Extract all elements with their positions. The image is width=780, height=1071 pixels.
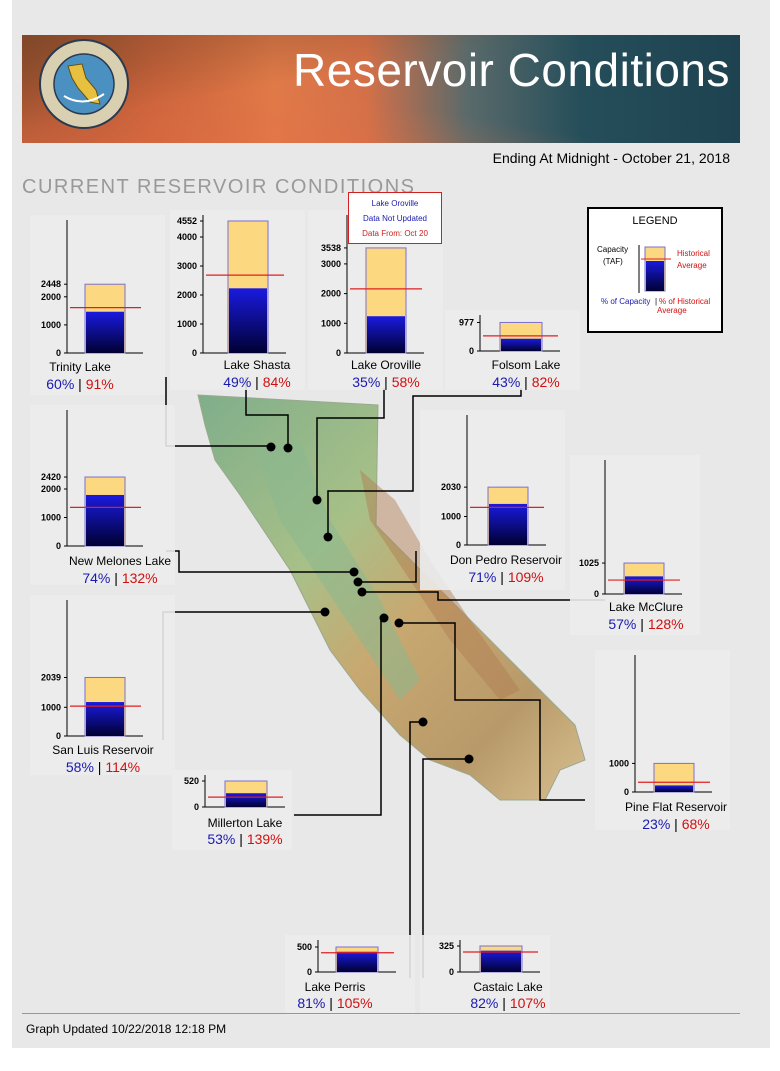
trinity-lake-pct-historical: 91% — [85, 376, 114, 392]
legend-sample-bar — [638, 245, 671, 293]
san-luis-reservoir-name-label: San Luis Reservoir — [52, 743, 154, 757]
san-luis-reservoir-pct-historical: 114% — [105, 759, 141, 775]
lake-mcclure-percent-labels: 57% | 128% — [576, 616, 716, 632]
section-title: CURRENT RESERVOIR CONDITIONS — [22, 176, 416, 198]
folsom-lake-name-label: Folsom Lake — [491, 358, 561, 372]
trinity-lake-name-label: Trinity Lake — [49, 360, 111, 374]
lake-mcclure-pct-capacity: 57% — [608, 616, 637, 632]
new-melones-lake-pct-capacity: 74% — [82, 570, 111, 586]
legend-pct-capacity-label: % of Capacity — [601, 297, 651, 306]
page-title: Reservoir Conditions — [293, 44, 730, 96]
legend-pct-hist-label: % of Historical — [659, 297, 711, 306]
oroville-data-note: Lake Oroville Data Not Updated Data From… — [348, 192, 442, 244]
legend-capacity-label: Capacity — [597, 245, 629, 254]
lake-oroville-percent-labels: 35% | 58% — [316, 374, 456, 390]
lake-mcclure-pct-historical: 128% — [647, 616, 684, 632]
san-luis-reservoir-percent-labels: 58% | 114% — [33, 759, 173, 775]
lake-shasta-pct-capacity: 49% — [223, 374, 252, 390]
lake-shasta-name-label: Lake Shasta — [223, 358, 291, 372]
reservoir-markers — [266, 442, 474, 764]
california-shape — [197, 394, 586, 801]
dwr-seal-logo — [39, 39, 129, 129]
note-line-2: Data Not Updated — [362, 214, 428, 223]
san-luis-reservoir-pct-separator: | — [93, 759, 106, 775]
folsom-lake-percent-labels: 43% | 82% — [456, 374, 596, 390]
legend-title: LEGEND — [632, 215, 678, 227]
lake-perris-pct-capacity: 81% — [297, 995, 326, 1011]
millerton-lake-percent-labels: 53% | 139% — [175, 831, 315, 847]
footer-divider — [22, 1013, 740, 1014]
new-melones-lake-percent-labels: 74% | 132% — [50, 570, 190, 586]
pine-flat-reservoir-percent-labels: 23% | 68% — [606, 816, 746, 832]
legend-historical-label: Historical — [677, 249, 710, 258]
don-pedro-reservoir-pct-capacity: 71% — [468, 569, 497, 585]
banner-landscape — [22, 35, 740, 143]
lake-shasta-pct-separator: | — [251, 374, 263, 390]
new-melones-lake-name-label: New Melones Lake — [68, 554, 172, 568]
folsom-lake-pct-separator: | — [520, 374, 532, 390]
new-melones-lake-pct-historical: 132% — [121, 570, 158, 586]
legend-average-label: Average — [677, 261, 707, 270]
lake-shasta-pct-historical: 84% — [262, 374, 291, 390]
castaic-lake-pct-capacity: 82% — [470, 995, 499, 1011]
castaic-lake-pct-historical: 107% — [509, 995, 546, 1011]
folsom-lake-pct-capacity: 43% — [492, 374, 521, 390]
legend: LEGEND Capacity (TAF) Historical Average… — [587, 207, 723, 333]
legend-separator: | — [655, 297, 658, 306]
date-line: Ending At Midnight - October 21, 2018 — [492, 150, 730, 166]
lake-oroville-pct-capacity: 35% — [352, 374, 381, 390]
lake-mcclure-pct-separator: | — [636, 616, 648, 632]
trinity-lake-pct-separator: | — [74, 376, 86, 392]
lake-perris-pct-separator: | — [325, 995, 337, 1011]
lake-perris-name-label: Lake Perris — [304, 980, 366, 994]
lake-mcclure-name-label: Lake McClure — [608, 600, 684, 614]
pine-flat-reservoir-pct-historical: 68% — [681, 816, 710, 832]
castaic-lake-percent-labels: 82% | 107% — [438, 995, 578, 1011]
folsom-lake-pct-historical: 82% — [531, 374, 560, 390]
don-pedro-reservoir-pct-historical: 109% — [507, 569, 544, 585]
lake-shasta-percent-labels: 49% | 84% — [187, 374, 327, 390]
don-pedro-reservoir-percent-labels: 71% | 109% — [436, 569, 576, 585]
pine-flat-reservoir-pct-separator: | — [670, 816, 682, 832]
legend-pct-hist-label2: Average — [657, 306, 687, 315]
pine-flat-reservoir-pct-capacity: 23% — [642, 816, 671, 832]
lake-oroville-pct-historical: 58% — [391, 374, 420, 390]
san-luis-reservoir-pct-capacity: 58% — [65, 759, 94, 775]
don-pedro-reservoir-pct-separator: | — [496, 569, 508, 585]
millerton-lake-pct-separator: | — [235, 831, 247, 847]
trinity-lake-percent-labels: 60% | 91% — [10, 376, 150, 392]
lake-perris-percent-labels: 81% | 105% — [265, 995, 405, 1011]
castaic-lake-pct-separator: | — [498, 995, 510, 1011]
pine-flat-reservoir-name-label: Pine Flat Reservoir — [624, 800, 728, 814]
lake-perris-pct-historical: 105% — [336, 995, 373, 1011]
millerton-lake-pct-capacity: 53% — [207, 831, 236, 847]
millerton-lake-pct-historical: 139% — [246, 831, 283, 847]
new-melones-lake-pct-separator: | — [110, 570, 122, 586]
legend-taf-label: (TAF) — [603, 257, 623, 266]
castaic-lake-name-label: Castaic Lake — [473, 980, 543, 994]
central-valley — [255, 440, 420, 700]
graph-updated-text: Graph Updated 10/22/2018 12:18 PM — [26, 1022, 227, 1036]
trinity-lake-pct-capacity: 60% — [46, 376, 75, 392]
note-line-3: Data From: Oct 20 — [362, 229, 428, 238]
lake-oroville-name-label: Lake Oroville — [350, 358, 422, 372]
lake-oroville-pct-separator: | — [380, 374, 392, 390]
note-line-1: Lake Oroville — [371, 199, 419, 208]
millerton-lake-name-label: Millerton Lake — [207, 816, 283, 830]
don-pedro-reservoir-name-label: Don Pedro Reservoir — [449, 553, 563, 567]
header-banner: Reservoir Conditions — [22, 35, 740, 143]
